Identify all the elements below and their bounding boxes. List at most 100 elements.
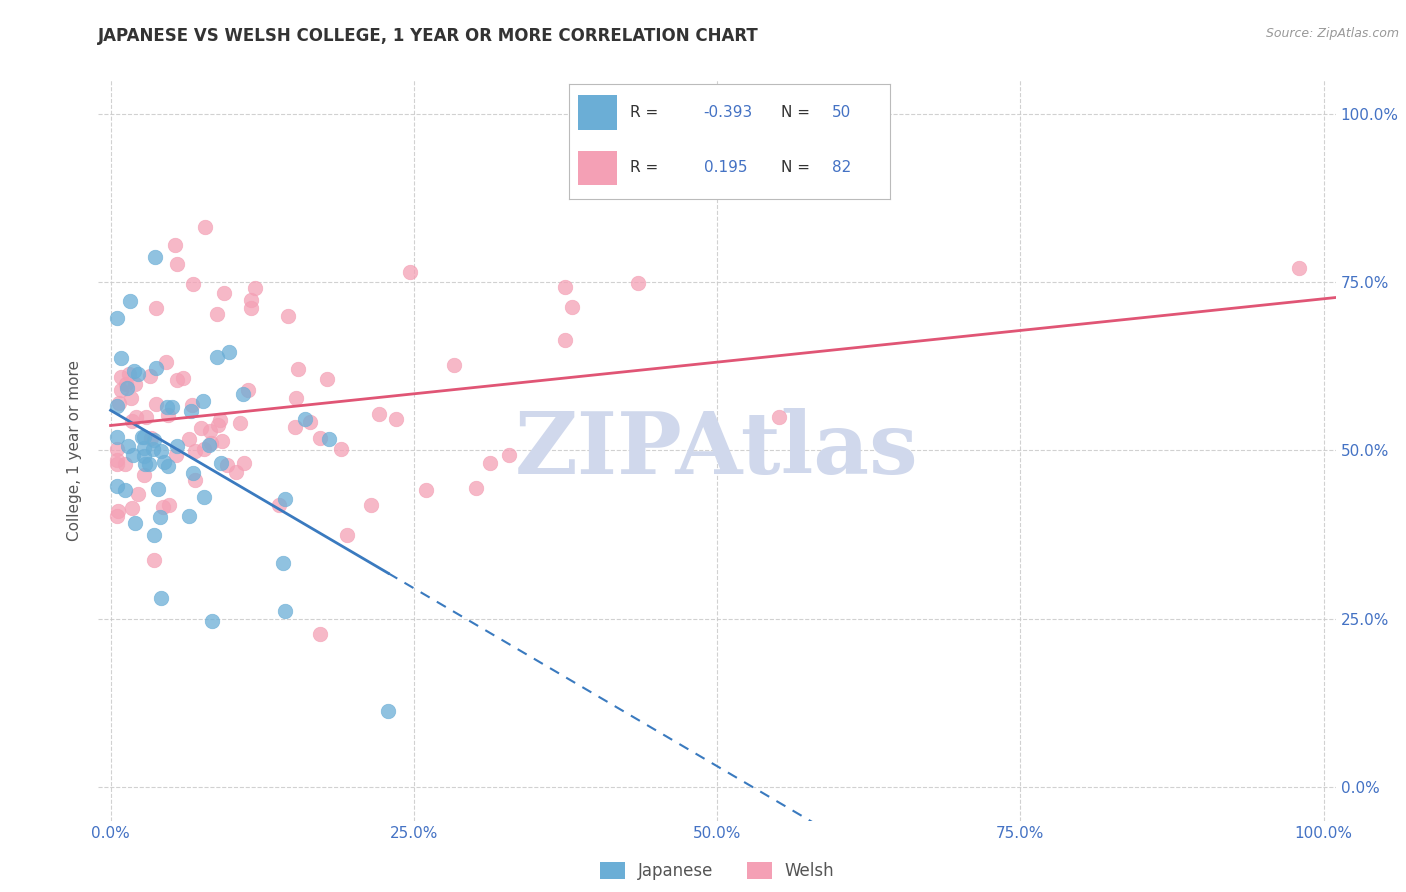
Point	[165, 448, 187, 462]
Point	[114, 376, 136, 391]
Point	[294, 412, 316, 426]
Point	[284, 420, 307, 434]
Point	[122, 448, 145, 462]
Point	[229, 416, 252, 430]
Point	[184, 474, 207, 488]
Point	[180, 404, 202, 418]
Point	[336, 527, 359, 541]
Point	[377, 704, 399, 718]
Point	[153, 454, 176, 468]
Point	[399, 265, 422, 279]
Point	[125, 410, 148, 425]
Point	[287, 362, 309, 376]
Point	[156, 400, 179, 414]
Point	[200, 435, 222, 450]
Text: ZIPAtlas: ZIPAtlas	[515, 409, 920, 492]
Point	[225, 466, 247, 480]
Point	[316, 372, 339, 386]
Point	[181, 467, 204, 481]
Point	[122, 364, 145, 378]
Point	[117, 439, 139, 453]
Point	[329, 442, 352, 457]
Point	[141, 442, 163, 456]
Point	[145, 361, 167, 376]
Point	[165, 237, 187, 252]
Point	[367, 408, 389, 422]
Point	[207, 417, 229, 432]
Point	[271, 556, 294, 570]
Point	[145, 301, 167, 315]
Point	[138, 457, 160, 471]
Point	[211, 434, 233, 448]
Point	[554, 280, 576, 294]
Point	[105, 442, 128, 457]
Point	[149, 591, 172, 605]
Point	[464, 482, 486, 496]
Text: JAPANESE VS WELSH COLLEGE, 1 YEAR OR MORE CORRELATION CHART: JAPANESE VS WELSH COLLEGE, 1 YEAR OR MOR…	[98, 27, 759, 45]
Point	[198, 425, 221, 439]
Point	[156, 408, 179, 422]
Point	[110, 351, 132, 365]
Point	[172, 371, 194, 385]
Point	[166, 257, 188, 271]
Point	[190, 421, 212, 435]
Point	[145, 396, 167, 410]
Point	[157, 498, 180, 512]
Legend: Japanese, Welsh: Japanese, Welsh	[593, 855, 841, 887]
Point	[118, 367, 141, 381]
Point	[143, 250, 166, 264]
Point	[205, 351, 228, 365]
Y-axis label: College, 1 year or more: College, 1 year or more	[67, 360, 83, 541]
Point	[110, 370, 132, 384]
Point	[142, 553, 165, 567]
Point	[239, 301, 262, 315]
Point	[191, 394, 214, 409]
Point	[443, 358, 465, 372]
Point	[124, 376, 146, 391]
Point	[166, 373, 188, 387]
Point	[184, 444, 207, 458]
Point	[127, 368, 149, 382]
Point	[561, 300, 583, 314]
Point	[166, 439, 188, 453]
Point	[233, 456, 256, 470]
Point	[121, 501, 143, 516]
Point	[385, 412, 408, 426]
Point	[768, 410, 790, 425]
Point	[115, 381, 138, 395]
Point	[498, 449, 520, 463]
Point	[124, 516, 146, 530]
Point	[177, 509, 200, 524]
Point	[149, 510, 172, 524]
Point	[198, 438, 221, 452]
Point	[150, 444, 173, 458]
Point	[105, 430, 128, 444]
Point	[120, 391, 142, 405]
Point	[207, 307, 229, 321]
Point	[131, 430, 153, 444]
Point	[240, 293, 263, 308]
Point	[121, 414, 143, 428]
Point	[107, 504, 129, 518]
Point	[146, 482, 169, 496]
Point	[478, 456, 501, 470]
Point	[105, 310, 128, 325]
Point	[162, 400, 184, 414]
Point	[118, 294, 141, 309]
Point	[277, 309, 299, 323]
Point	[157, 458, 180, 473]
Point	[110, 383, 132, 397]
Point	[267, 499, 290, 513]
Point	[179, 432, 201, 446]
Point	[360, 498, 382, 512]
Point	[274, 492, 297, 507]
Point	[105, 509, 128, 524]
Point	[274, 604, 297, 618]
Point	[181, 398, 204, 412]
Point	[194, 219, 217, 234]
Point	[105, 479, 128, 493]
Point	[108, 396, 131, 410]
Point	[114, 483, 136, 497]
Point	[193, 491, 215, 505]
Point	[141, 431, 163, 445]
